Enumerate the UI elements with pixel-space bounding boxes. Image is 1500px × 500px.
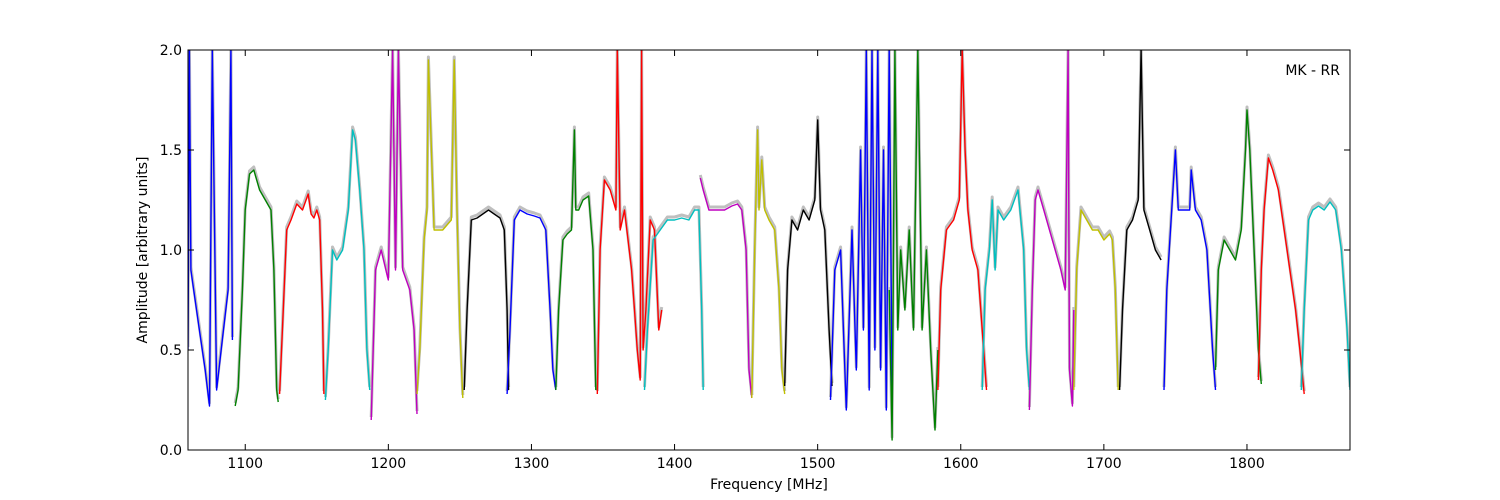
x-tick-label: 1500	[800, 456, 836, 472]
y-tick-label: 0.0	[160, 443, 182, 459]
y-axis-title: Amplitude [arbitrary units]	[135, 157, 151, 344]
background-trace-3	[278, 189, 326, 392]
band-line-8	[506, 209, 557, 395]
band-line-15	[829, 50, 893, 411]
series-annotation: MK - RR	[1285, 63, 1340, 79]
background-trace-5	[369, 50, 419, 418]
band-line-14	[784, 119, 833, 387]
band-line-4	[324, 129, 371, 401]
background-trace-17	[936, 50, 988, 388]
y-tick-label: 1.5	[160, 143, 182, 159]
y-tick-label: 0.5	[160, 343, 182, 359]
band-line-9	[555, 129, 597, 391]
x-tick-label: 1300	[514, 456, 550, 472]
background-series-layer	[188, 50, 1350, 439]
band-line-16	[888, 50, 939, 441]
band-line-6	[416, 59, 464, 399]
band-line-18	[981, 189, 1031, 391]
y-tick-label: 1.0	[160, 243, 182, 259]
band-line-1	[188, 50, 234, 407]
y-axis-ticks: 0.0 0.5 1.0 1.5 2.0	[160, 43, 1350, 459]
band-line-2	[234, 169, 279, 407]
band-line-5	[370, 50, 418, 421]
band-line-20	[1073, 209, 1119, 391]
plot-frame	[187, 49, 1351, 451]
band-line-24	[1257, 157, 1305, 395]
band-line-22	[1163, 149, 1217, 391]
x-axis-title: Frequency [MHz]	[710, 477, 828, 493]
x-tick-label: 1700	[1086, 456, 1122, 472]
x-tick-label: 1600	[943, 456, 979, 472]
band-line-13	[751, 129, 786, 399]
band-line-25	[1300, 201, 1350, 391]
background-trace-10	[595, 50, 664, 392]
background-trace-14	[783, 115, 834, 384]
band-line-17	[937, 50, 988, 391]
band-line-7	[463, 209, 510, 391]
band-line-21	[1118, 50, 1162, 391]
y-tick-label: 2.0	[160, 43, 182, 59]
x-tick-label: 1800	[1229, 456, 1265, 472]
background-trace-6	[415, 55, 465, 396]
x-axis-ticks: 1100 1200 1300 1400 1500 1600 1700 1800	[227, 50, 1265, 472]
background-trace-2	[233, 165, 280, 404]
x-tick-label: 1100	[227, 456, 263, 472]
band-line-12	[699, 177, 753, 399]
x-tick-label: 1400	[657, 456, 693, 472]
x-tick-label: 1200	[371, 456, 407, 472]
band-line-19	[1028, 50, 1075, 411]
band-series-layer	[188, 50, 1350, 441]
band-line-23	[1214, 109, 1262, 385]
band-line-11	[643, 209, 704, 391]
background-trace-20	[1072, 205, 1120, 388]
band-line-3	[278, 193, 325, 395]
band-line-10	[596, 50, 663, 395]
